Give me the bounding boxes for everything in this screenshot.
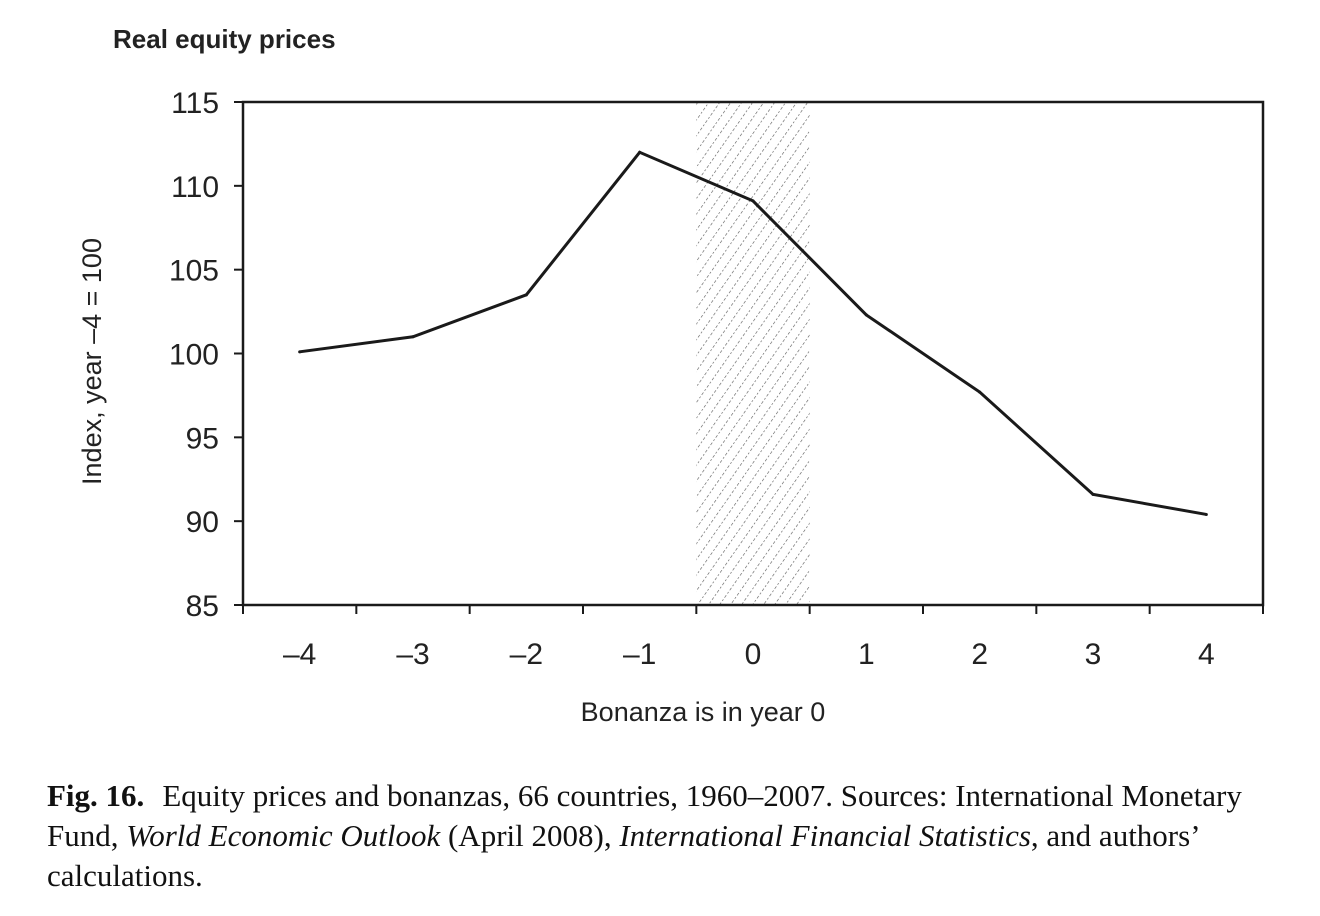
series: [298, 150, 1208, 516]
caption-italic-2: International Financial Statistics: [619, 818, 1031, 853]
data-point: [298, 350, 302, 354]
y-tick-label: 95: [186, 422, 219, 455]
y-tick-label: 100: [169, 339, 219, 372]
caption-text-2: (April 2008),: [440, 818, 620, 853]
figure-label: Fig. 16.: [47, 778, 145, 813]
x-tick-label: 0: [745, 638, 762, 671]
x-tick-label: –4: [283, 638, 316, 671]
x-tick-label: 3: [1085, 638, 1102, 671]
data-point: [524, 293, 528, 297]
x-axis-label: Bonanza is in year 0: [581, 697, 826, 727]
chart-title: Real equity prices: [113, 24, 336, 54]
bonanza-shaded-region: [696, 102, 810, 605]
x-tick-label: 2: [971, 638, 988, 671]
caption-italic-1: World Economic Outlook: [126, 818, 441, 853]
data-point: [1204, 512, 1208, 516]
y-tick-label: 90: [186, 506, 219, 539]
y-tick-label: 85: [186, 590, 219, 623]
shaded-band: [696, 102, 810, 605]
equity-price-chart: Real equity prices Index, year –4 = 100 …: [77, 24, 1265, 727]
x-tick-label: 1: [858, 638, 875, 671]
y-tick-label: 115: [171, 87, 219, 120]
data-point: [978, 390, 982, 394]
data-point: [411, 335, 415, 339]
axes: [234, 100, 1265, 614]
y-axis-label: Index, year –4 = 100: [77, 238, 107, 485]
tick-labels: 85 90 95 100 105 110 115 –4 –3 –2 –1 0 1 2 3 4: [169, 87, 1215, 671]
x-tick-label: –2: [510, 638, 543, 671]
x-tick-label: 4: [1198, 638, 1215, 671]
figure-caption: Fig. 16. Equity prices and bonanzas, 66 c…: [47, 776, 1307, 896]
caption-text-1: Equity prices and bonanzas, 66 countries…: [47, 778, 1242, 853]
x-tick-label: –3: [396, 638, 429, 671]
data-point: [1091, 492, 1095, 496]
data-point: [751, 199, 755, 203]
data-point: [864, 313, 868, 317]
y-tick-label: 110: [171, 171, 219, 204]
data-point: [638, 150, 642, 154]
x-tick-label: –1: [623, 638, 656, 671]
caption-text-3: , and authors’ calculations.: [47, 818, 1199, 893]
y-tick-label: 105: [169, 255, 219, 288]
